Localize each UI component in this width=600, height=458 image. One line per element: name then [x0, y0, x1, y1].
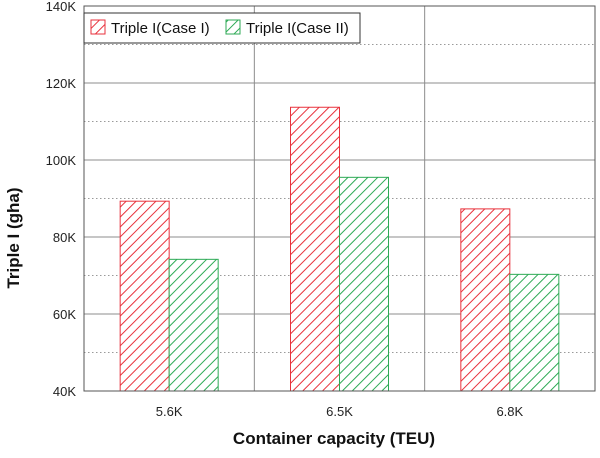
legend-swatch-case-1: [90, 19, 106, 35]
bars: [119, 106, 560, 392]
x-tick-label: 5.6K: [156, 404, 183, 419]
bar-case-2-5.6K: [168, 258, 219, 392]
y-tick-label: 100K: [46, 153, 77, 168]
y-axis-title: Triple I (gha): [4, 187, 23, 288]
legend-swatch-case-2: [225, 19, 241, 35]
x-tick-label: 6.8K: [496, 404, 523, 419]
y-tick-label: 140K: [46, 0, 77, 14]
legend-box: [83, 12, 361, 44]
bar-case-2-6.5K: [339, 176, 389, 392]
y-tick-label: 40K: [53, 384, 76, 399]
x-tick-labels: 5.6K 6.5K 6.8K: [156, 404, 524, 419]
legend-label-case-2: Triple I(Case II): [246, 20, 349, 37]
bar-case-1-6.5K: [290, 106, 340, 392]
bar-case-1-5.6K: [119, 200, 170, 392]
plot-area: [83, 5, 596, 392]
legend: Triple I(Case I) Triple I(Case II): [83, 12, 361, 44]
y-tick-label: 60K: [53, 307, 76, 322]
x-axis-title: Container capacity (TEU): [233, 429, 435, 448]
bar-case-2-6.8K: [509, 273, 560, 392]
y-tick-label: 80K: [53, 230, 76, 245]
y-tick-labels: 40K 60K 80K 100K 120K 140K: [46, 0, 77, 399]
legend-label-case-1: Triple I(Case I): [111, 20, 210, 37]
bar-case-1-6.8K: [460, 208, 511, 392]
x-tick-label: 6.5K: [326, 404, 353, 419]
y-tick-label: 120K: [46, 76, 77, 91]
